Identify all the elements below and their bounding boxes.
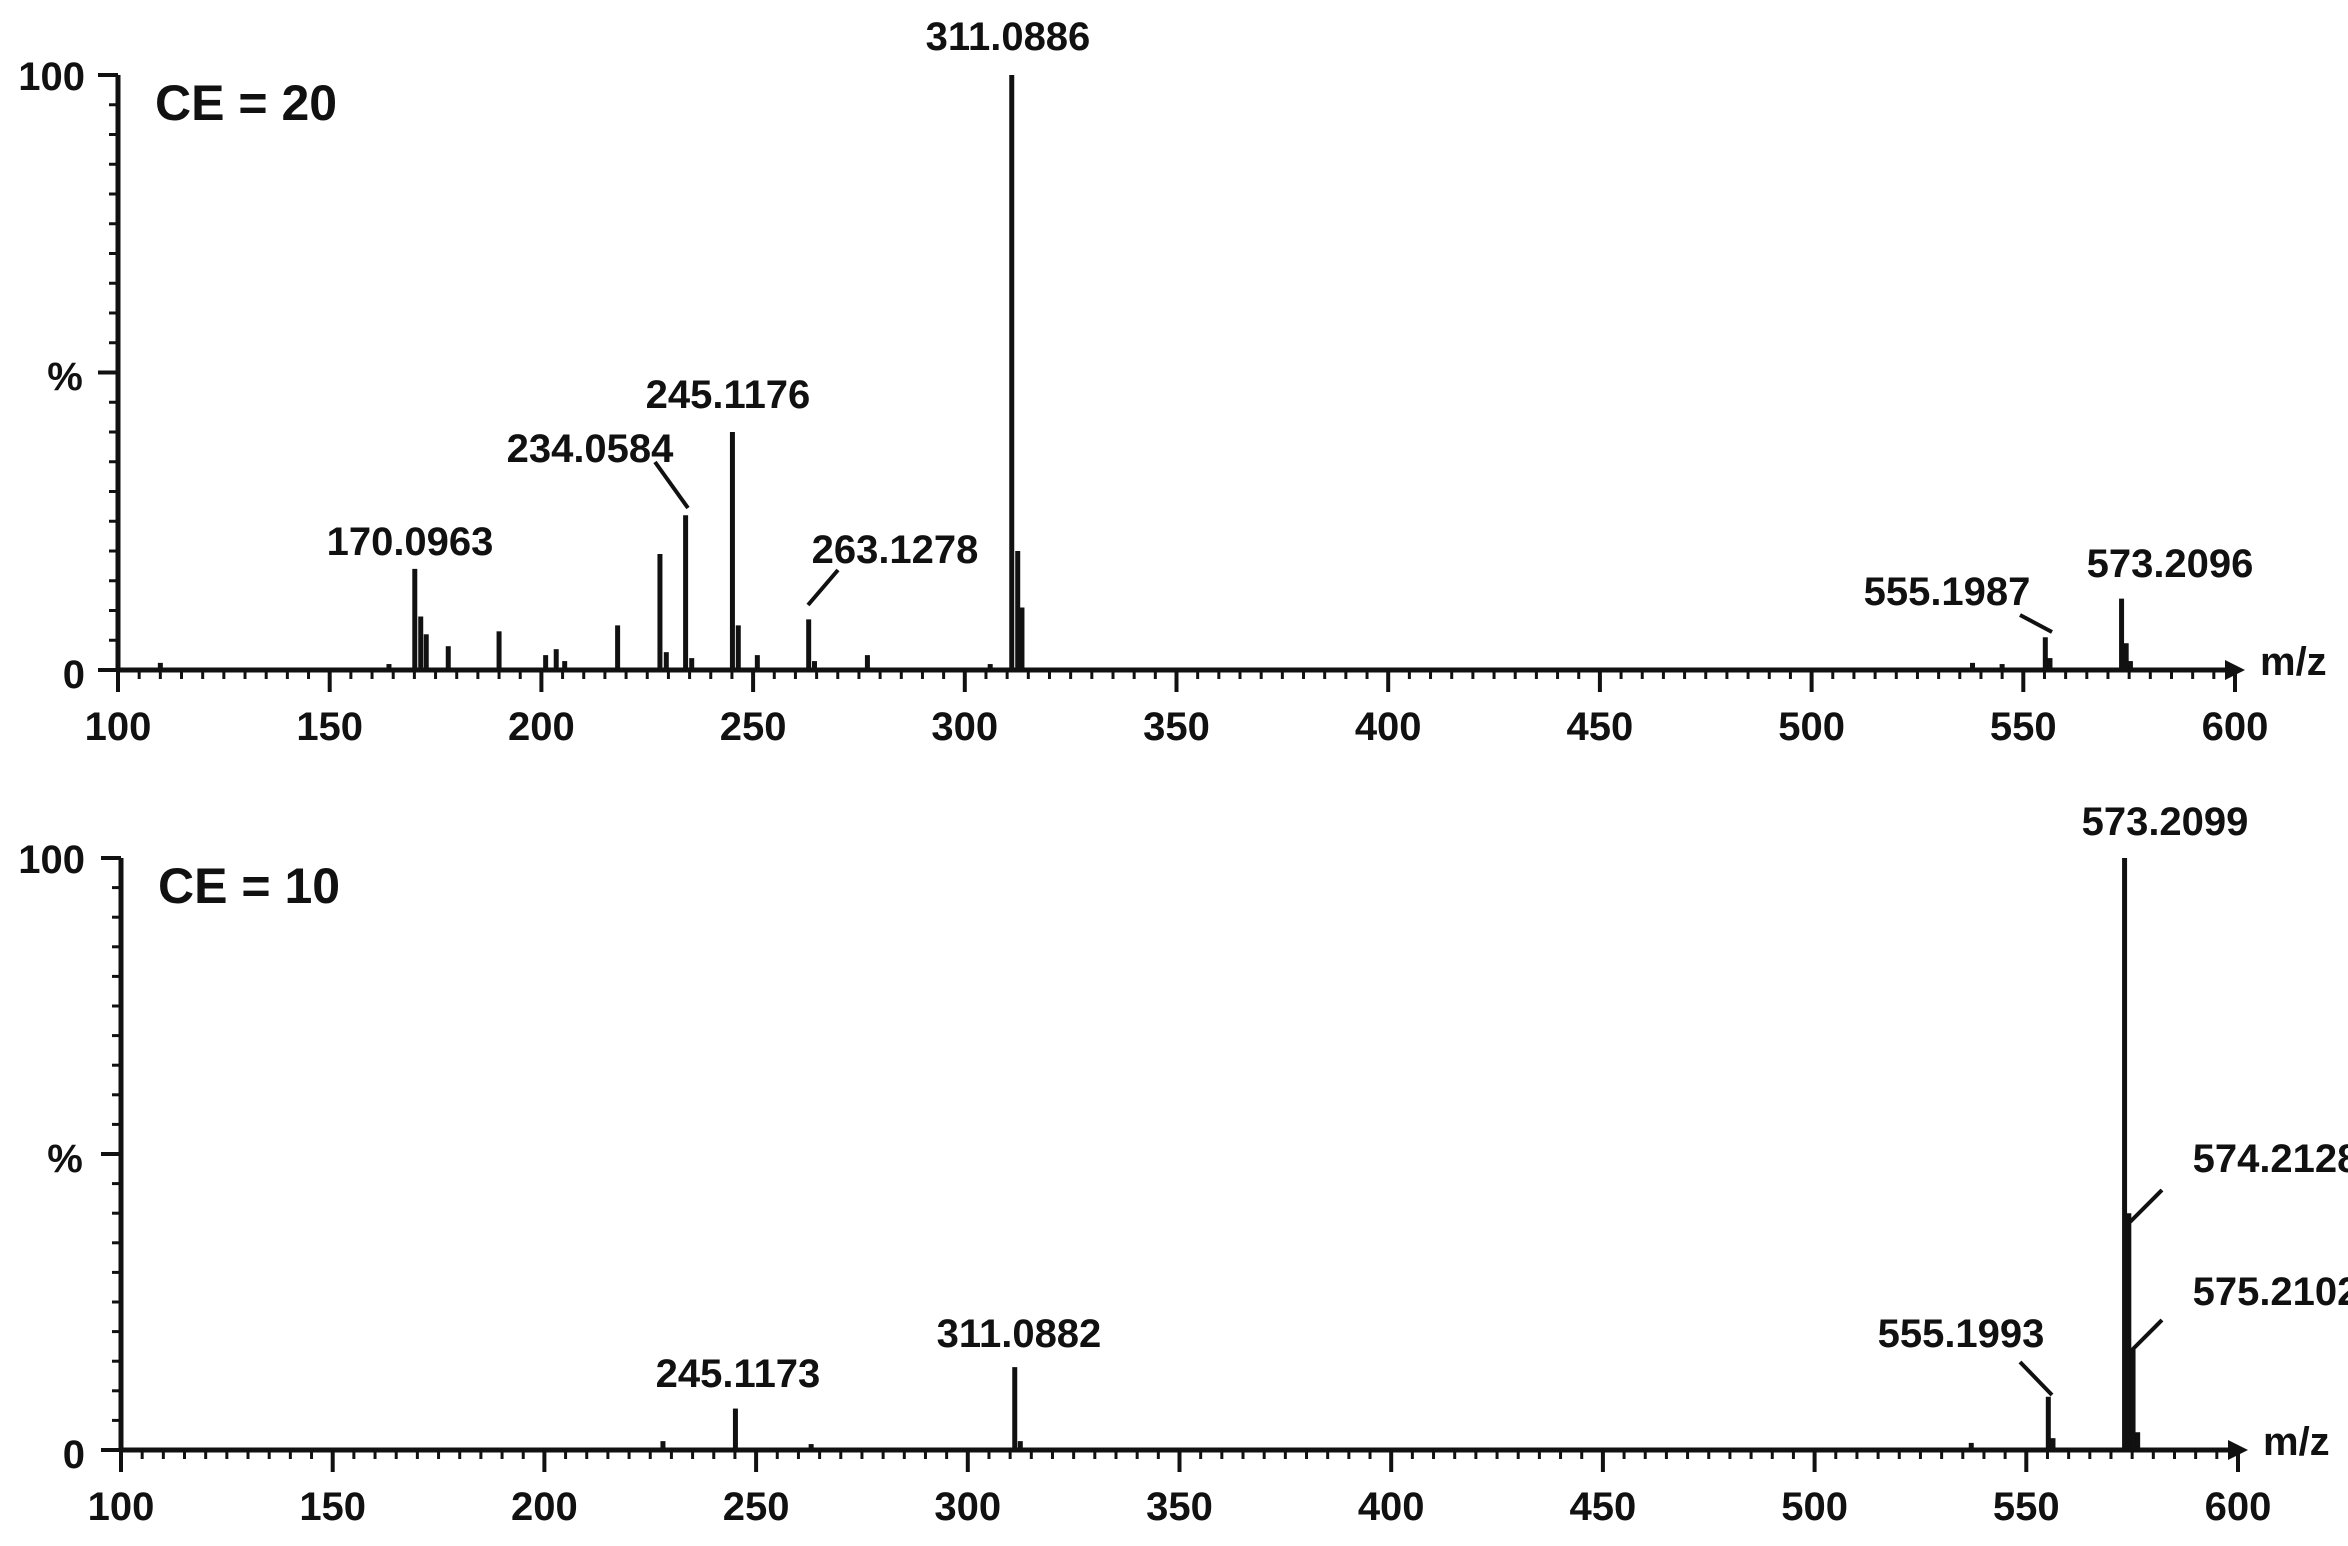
peak-label: 245.1173 (656, 1352, 821, 1396)
y-tick-label: 0 (63, 1433, 85, 1477)
peak-label: 311.0882 (937, 1312, 1102, 1356)
panel-label: CE = 10 (158, 858, 340, 914)
x-tick-label: 400 (1358, 1485, 1425, 1529)
peak-label: 573.2096 (2087, 542, 2254, 586)
peak-label: 555.1993 (1878, 1312, 2045, 1356)
x-tick-label: 350 (1146, 1485, 1213, 1529)
x-tick-label: 150 (299, 1485, 366, 1529)
spectrum-panel-2: 100 150 200 250 300 350 400 450 500 550 6001000%m/… (18, 800, 2348, 1529)
peak-label: 263.1278 (812, 528, 979, 572)
y-tick-label: 100 (18, 838, 85, 882)
peak-label: 311.0886 (926, 15, 1091, 59)
x-tick-label: 600 (2205, 1485, 2272, 1529)
x-tick-label: 400 (1355, 705, 1422, 749)
x-tick-label: 200 (508, 705, 575, 749)
x-tick-label: 350 (1143, 705, 1210, 749)
x-tick-label: 200 (511, 1485, 578, 1529)
x-tick-label: 300 (934, 1485, 1001, 1529)
peak-label: 555.1987 (1864, 570, 2031, 614)
x-axis-label: m/z (2260, 640, 2327, 684)
x-tick-label: 100 (88, 1485, 155, 1529)
x-tick-label: 550 (1990, 705, 2057, 749)
peak-label: 245.1176 (646, 373, 811, 417)
peak-label-leader (2019, 613, 2053, 634)
peak-label: 575.2102 (2193, 1270, 2348, 1314)
x-tick-label: 450 (1567, 705, 1634, 749)
spectrum-panel-1: 100 150 200 250 300 350 400 450 500 550 6001000%m/… (18, 15, 2326, 749)
peak-label: 170.0963 (327, 520, 494, 564)
peak-label: 574.2128 (2193, 1137, 2348, 1181)
y-tick-label: 0 (63, 653, 85, 697)
peak-label-leader (653, 460, 690, 510)
peak-label-leader (2128, 1318, 2164, 1354)
x-tick-label: 300 (931, 705, 998, 749)
y-axis-label: % (47, 1137, 83, 1181)
x-axis-label: m/z (2263, 1420, 2330, 1464)
peak-label-leader (2018, 1360, 2054, 1397)
x-tick-label: 150 (296, 705, 363, 749)
peak-label: 234.0584 (507, 427, 675, 471)
x-tick-label: 250 (723, 1485, 790, 1529)
panel-label: CE = 20 (155, 75, 337, 131)
x-tick-label: 500 (1778, 705, 1845, 749)
peak-label: 573.2099 (2082, 800, 2249, 844)
x-tick-label: 450 (1570, 1485, 1637, 1529)
x-tick-label: 100 (85, 705, 152, 749)
peak-label-leader (806, 568, 840, 607)
x-tick-label: 600 (2202, 705, 2269, 749)
x-tick-label: 550 (1993, 1485, 2060, 1529)
y-tick-label: 100 (18, 55, 85, 99)
x-tick-label: 250 (720, 705, 787, 749)
y-axis-label: % (47, 355, 83, 399)
x-tick-label: 500 (1781, 1485, 1848, 1529)
peak-label-leader (2128, 1188, 2164, 1224)
